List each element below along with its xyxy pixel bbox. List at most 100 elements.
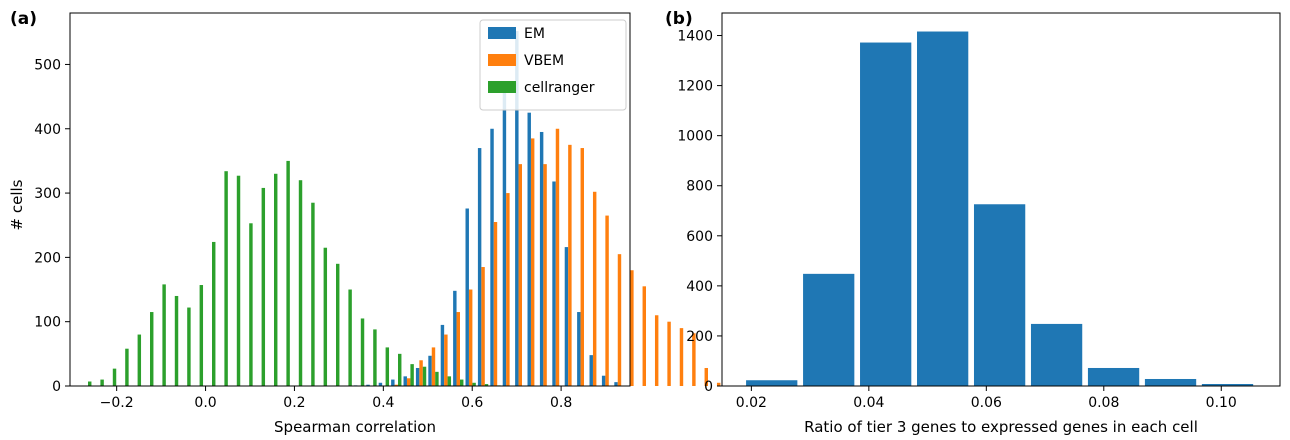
histogram-bar-2	[860, 42, 912, 386]
bar-vbem-42	[605, 215, 609, 386]
legend-swatch-em	[488, 27, 516, 39]
bar-em-34	[502, 86, 507, 387]
bar-vbem-37	[543, 164, 547, 386]
bar-vbem-27	[419, 360, 423, 386]
y-tick-label: 1000	[677, 129, 713, 145]
bar-cellranger-8	[187, 307, 191, 386]
bar-cellranger-15	[274, 173, 278, 386]
bar-vbem-49	[692, 333, 696, 386]
bar-cellranger-9	[199, 285, 204, 386]
bar-em-26	[403, 376, 407, 386]
bar-cellranger-20	[336, 263, 340, 386]
bar-em-38	[552, 181, 556, 386]
bar-cellranger-22	[360, 318, 365, 386]
legend-label-cellranger: cellranger	[524, 80, 595, 96]
bar-cellranger-11	[224, 171, 228, 386]
bar-cellranger-29	[447, 376, 452, 386]
y-tick-label: 100	[34, 315, 61, 331]
y-tick-label: 600	[686, 229, 713, 245]
bar-em-30	[453, 290, 457, 386]
bar-vbem-41	[592, 191, 597, 386]
bar-cellranger-24	[385, 347, 390, 386]
bar-cellranger-18	[311, 202, 315, 386]
panel-b-histogram: (b) 0.02 0.04 0.06 0.08 0.10 0 200 400 600 800 10…	[665, 9, 1281, 436]
bar-cellranger-19	[323, 247, 328, 386]
y-tick-label: 0	[52, 379, 61, 395]
histogram-bar-6	[1087, 367, 1140, 386]
bar-em-25	[391, 379, 395, 386]
legend-label-vbem: VBEM	[524, 53, 564, 69]
y-tick-label: 200	[686, 329, 713, 345]
bar-cellranger-0	[88, 381, 92, 386]
y-tick-label: 0	[704, 379, 713, 395]
bar-vbem-36	[530, 138, 535, 386]
bar-vbem-35	[518, 164, 522, 386]
bar-cellranger-32	[484, 384, 489, 386]
panel-a-frame	[69, 12, 631, 387]
bar-cellranger-6	[162, 284, 166, 386]
bar-cellranger-21	[348, 289, 352, 386]
bar-vbem-47	[667, 321, 671, 386]
bar-vbem-45	[642, 286, 646, 386]
x-tick-label: 0.4	[372, 395, 394, 411]
x-tick-label: 0.2	[283, 395, 305, 411]
y-tick-label: 800	[686, 179, 713, 195]
bar-vbem-33	[493, 222, 498, 386]
bar-vbem-40	[580, 148, 584, 386]
x-tick-label: 0.0	[194, 395, 216, 411]
bar-em-23	[366, 384, 370, 386]
x-tick-label: 0.6	[461, 395, 483, 411]
bar-em-27	[415, 367, 420, 386]
bar-cellranger-30	[460, 379, 464, 386]
bar-vbem-43	[617, 254, 622, 386]
histogram-bar-3	[917, 31, 969, 387]
histogram-bar-7	[1144, 378, 1197, 386]
bar-em-29	[440, 324, 445, 386]
panel-b-x-ticks: 0.02 0.04 0.06 0.08 0.10	[736, 386, 1237, 411]
panel-a-legend: EM VBEM cellranger	[479, 19, 627, 111]
legend-swatch-cellranger	[488, 81, 516, 93]
bar-em-28	[428, 355, 432, 386]
histogram-bar-0	[746, 380, 798, 386]
bar-cellranger-23	[373, 329, 377, 386]
bar-vbem-28	[431, 347, 436, 386]
panel-b-frame	[721, 12, 1281, 387]
bar-cellranger-25	[398, 353, 402, 386]
histogram-bar-1	[803, 273, 855, 386]
legend-swatch-vbem	[488, 54, 516, 66]
bar-vbem-48	[679, 328, 684, 386]
panel-b-label: (b)	[665, 9, 693, 29]
y-tick-label: 400	[34, 122, 61, 138]
bar-cellranger-2	[112, 368, 117, 386]
bar-cellranger-27	[422, 366, 427, 386]
histogram-bar-5	[1030, 323, 1083, 386]
bar-em-39	[564, 247, 569, 386]
bar-vbem-51	[716, 382, 721, 386]
bar-em-32	[477, 148, 482, 386]
histogram-bar-4	[973, 204, 1026, 386]
bar-vbem-32	[481, 267, 485, 386]
bar-cellranger-10	[212, 241, 216, 386]
bar-em-40	[577, 312, 581, 386]
bar-vbem-50	[704, 367, 708, 386]
bar-cellranger-5	[150, 312, 154, 386]
bar-cellranger-3	[125, 348, 129, 386]
bar-em-35	[515, 31, 519, 386]
bar-vbem-38	[555, 128, 560, 386]
bar-cellranger-28	[435, 371, 439, 386]
bar-cellranger-26	[410, 364, 414, 386]
y-tick-label: 400	[686, 279, 713, 295]
legend-box	[479, 19, 627, 111]
panel-b-bars	[746, 31, 1254, 387]
bar-vbem-46	[654, 315, 659, 386]
x-tick-label: −0.2	[100, 395, 134, 411]
bar-vbem-25	[394, 384, 398, 386]
bar-vbem-34	[506, 193, 510, 386]
panel-a-label: (a)	[10, 9, 37, 29]
bar-cellranger-17	[298, 180, 303, 386]
panel-a-bars	[88, 31, 721, 387]
bar-em-31	[465, 208, 469, 386]
bar-em-41	[589, 355, 593, 386]
y-tick-label: 1400	[677, 29, 713, 45]
panel-a-y-ticks: 0 100 200 300 400 500	[34, 57, 70, 395]
